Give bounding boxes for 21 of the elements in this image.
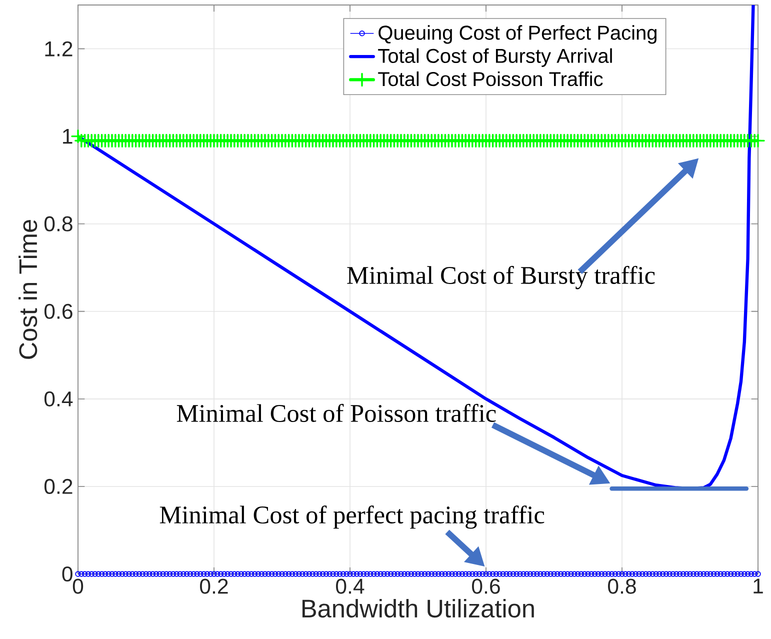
y-tick-label: 1.2	[45, 41, 72, 56]
annotation: Minimal Cost of Bursty traffic	[347, 266, 655, 290]
y-tick-label: 1	[63, 128, 72, 144]
legend-label: Total Cost Poisson Traffic	[378, 71, 603, 86]
x-tick-label: 0.6	[472, 578, 500, 594]
x-tick-label: 1	[754, 578, 763, 594]
x-tick-label: 0	[72, 578, 84, 594]
y-tick-label: 0	[62, 566, 72, 582]
y-tick-label: 0.4	[44, 391, 73, 406]
x-tick-label: 0.8	[608, 578, 636, 594]
legend-label: Queuing Cost of Perfect Pacing	[378, 25, 656, 44]
y-tick-label: 0.8	[44, 216, 72, 232]
y-tick-label: 0.2	[44, 478, 72, 494]
annotation: Minimal Cost of perfect pacing traffic	[160, 505, 544, 529]
y-tick-label: 0.6	[44, 304, 72, 319]
y-axis-title: Cost in Time	[18, 220, 38, 359]
x-axis-title: Bandwidth Utilization	[302, 598, 534, 618]
annotation: Minimal Cost of Poisson traffic	[176, 404, 496, 422]
legend-label: Total Cost of Bursty Arrival	[378, 48, 612, 67]
x-tick-label: 0.2	[200, 578, 228, 594]
x-tick-label: 0.4	[336, 578, 364, 594]
